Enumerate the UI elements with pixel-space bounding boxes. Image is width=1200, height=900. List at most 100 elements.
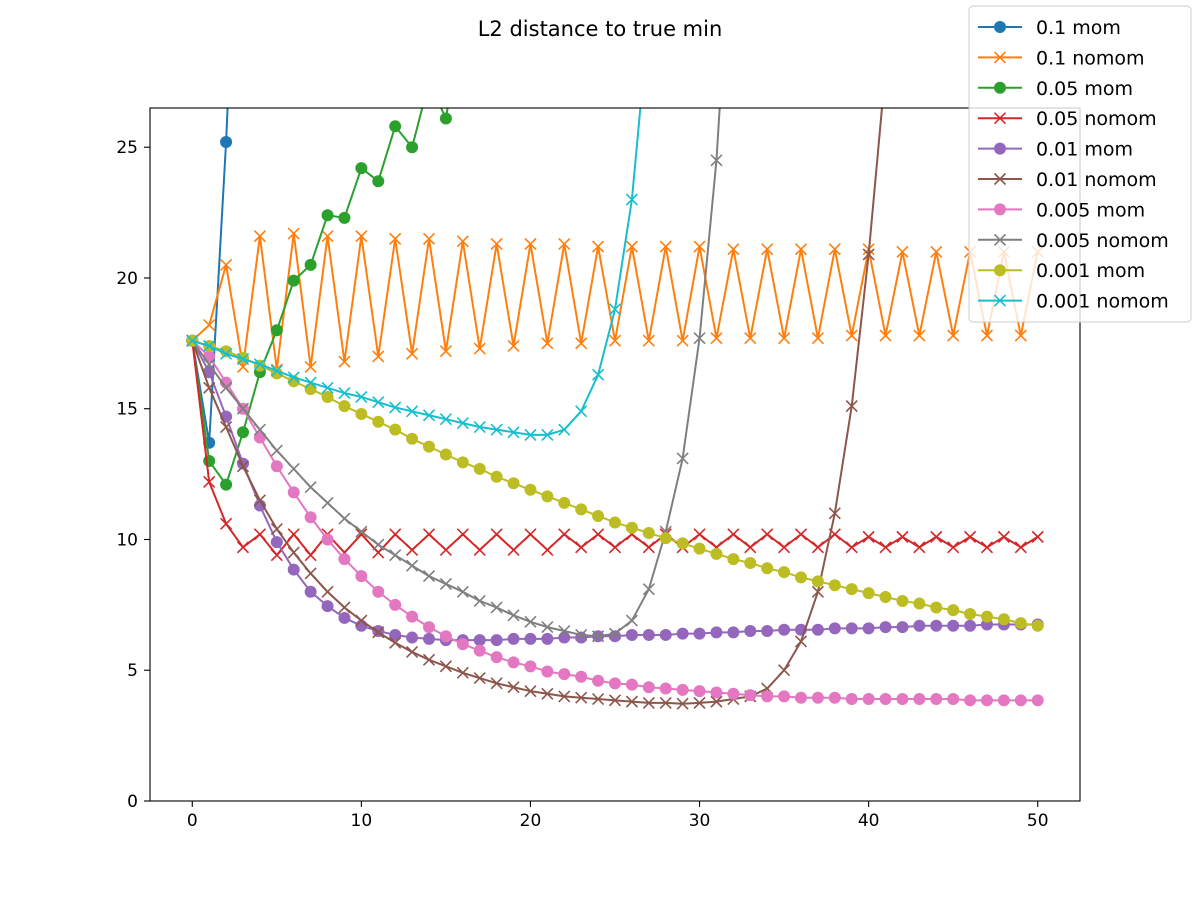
data-point (625, 695, 638, 708)
data-point (997, 694, 1010, 707)
legend-swatch-marker (993, 294, 1007, 307)
data-point (676, 627, 689, 640)
data-point (473, 594, 486, 608)
data-point (203, 475, 216, 489)
legend-label: 0.01 nomom (1036, 169, 1157, 191)
data-point (389, 549, 402, 562)
data-point (1014, 694, 1027, 707)
x-tick-label: 50 (1027, 811, 1049, 831)
legend-label: 0.1 mom (1036, 17, 1121, 39)
data-point (828, 243, 841, 256)
data-point (913, 693, 926, 706)
data-point (456, 666, 469, 679)
data-point (389, 636, 402, 649)
data-point (794, 528, 808, 541)
data-point (253, 423, 266, 436)
data-point (811, 332, 824, 345)
data-point (727, 528, 740, 541)
data-point (423, 632, 435, 645)
data-point (389, 232, 402, 245)
data-point (558, 496, 571, 509)
data-point (321, 381, 334, 394)
data-point (220, 258, 233, 271)
data-point (778, 566, 791, 579)
data-point (220, 347, 233, 360)
data-point (642, 681, 655, 694)
legend-label: 0.001 mom (1036, 260, 1145, 282)
data-point (490, 470, 503, 483)
data-point (811, 623, 824, 636)
data-point (490, 677, 503, 690)
data-point (507, 477, 520, 490)
data-point (372, 350, 385, 363)
data-point (473, 462, 486, 475)
data-point (642, 526, 655, 539)
data-point (507, 656, 520, 669)
data-point (778, 664, 791, 677)
data-point (338, 553, 351, 566)
data-point (253, 358, 266, 371)
data-point (761, 690, 774, 703)
data-point (913, 619, 926, 632)
data-point (794, 243, 808, 256)
data-point (997, 530, 1010, 543)
data-point (625, 193, 638, 206)
data-point (710, 626, 723, 639)
data-point (710, 686, 723, 699)
data-point (727, 553, 740, 566)
data-point (541, 543, 554, 557)
data-point (338, 355, 351, 368)
data-point (406, 559, 419, 572)
legend-swatch-marker (994, 264, 1006, 277)
data-point (490, 237, 503, 251)
data-point (406, 610, 419, 623)
data-point (625, 614, 638, 627)
data-point (304, 567, 317, 580)
data-point (220, 517, 233, 530)
data-point (642, 696, 655, 709)
data-point (287, 563, 300, 576)
data-point (389, 120, 402, 133)
data-point (304, 360, 317, 373)
legend-entry: 0.01 mom (978, 139, 1133, 161)
data-point (355, 525, 368, 538)
data-point (811, 541, 824, 554)
data-point (203, 358, 216, 371)
data-point (1031, 619, 1044, 632)
data-point (270, 460, 283, 473)
data-point (355, 528, 368, 541)
series-layer (186, 108, 1044, 710)
data-point (930, 601, 943, 614)
data-point (828, 622, 841, 635)
legend-swatch-marker (993, 112, 1007, 125)
data-point (778, 332, 791, 345)
data-point (372, 585, 385, 598)
data-point (964, 608, 977, 621)
legend-entry: 0.1 nomom (978, 47, 1145, 69)
data-point (879, 693, 892, 706)
data-point (693, 627, 706, 640)
chart-title: L2 distance to true min (478, 17, 723, 41)
data-point (524, 428, 537, 441)
data-point (507, 632, 520, 645)
data-point (203, 455, 216, 468)
data-point (845, 400, 858, 413)
data-point (575, 628, 588, 642)
data-point (862, 530, 875, 543)
data-point (355, 407, 368, 420)
data-point (490, 601, 503, 614)
data-point (473, 543, 486, 557)
data-point (795, 571, 807, 584)
data-point (558, 528, 571, 541)
data-point (186, 334, 199, 347)
data-point (439, 577, 452, 591)
x-tick-label: 30 (689, 811, 711, 831)
data-point (338, 601, 351, 614)
data-point (456, 585, 469, 598)
data-point (710, 332, 723, 345)
data-point (270, 549, 283, 562)
data-point (439, 660, 452, 673)
data-point (609, 516, 621, 529)
data-point (980, 541, 994, 554)
data-point (845, 693, 858, 706)
